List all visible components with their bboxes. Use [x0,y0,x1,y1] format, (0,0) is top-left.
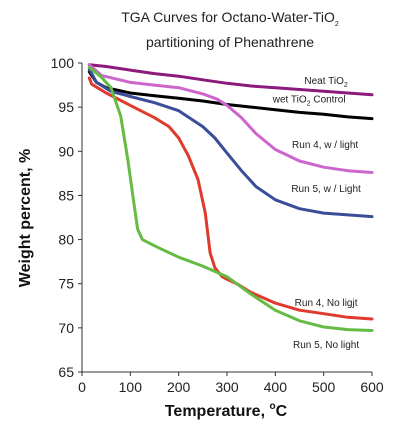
x-tick-label: 300 [215,379,239,395]
plot-area [81,63,372,373]
series-line-4 [87,67,374,219]
annotation-group: Neat TiO2 wet TiO2 Control Run 4, w / ligh… [272,76,361,351]
x-tick-label: 400 [264,379,288,395]
x-tick-group: 0 100 200 300 400 500 600 [78,372,384,395]
series-annotation: Neat TiO2 [304,76,347,89]
chart-title-line-2: partitioning of Phenathrene [146,34,314,50]
series-line-1 [87,63,374,97]
y-tick-label: 95 [58,99,74,115]
y-tick-group: 65 70 75 80 85 90 95 100 [51,55,82,380]
x-tick-label: 200 [167,379,191,395]
y-tick-label: 75 [58,276,74,292]
x-tick-label: 600 [360,379,384,395]
series-annotation: Run 4, No ligjt [295,298,358,309]
chart-title-line-1: TGA Curves for Octano-Water-TiO2 [121,9,339,28]
series-line-5 [87,76,374,321]
series-line-3 [87,63,374,174]
y-tick-label: 100 [51,55,75,71]
y-axis-label: Weight percent, % [17,149,34,287]
x-tick-label: 0 [78,379,86,395]
series-annotation: Run 4, w / light [292,140,358,151]
x-tick-label: 100 [119,379,143,395]
y-tick-label: 90 [58,143,74,159]
series-annotation: wet TiO2 Control [272,95,346,108]
y-tick-label: 85 [58,187,74,203]
x-tick-label: 500 [312,379,336,395]
x-axis-label: Temperature, oC [165,401,288,420]
y-tick-label: 80 [58,232,74,248]
y-tick-label: 65 [58,364,74,380]
y-tick-label: 70 [58,320,74,336]
series-group [87,63,374,332]
series-annotation: Run 5, w / Light [291,184,361,195]
series-line-6 [87,65,374,332]
series-annotation: Run 5, No light [293,340,359,351]
